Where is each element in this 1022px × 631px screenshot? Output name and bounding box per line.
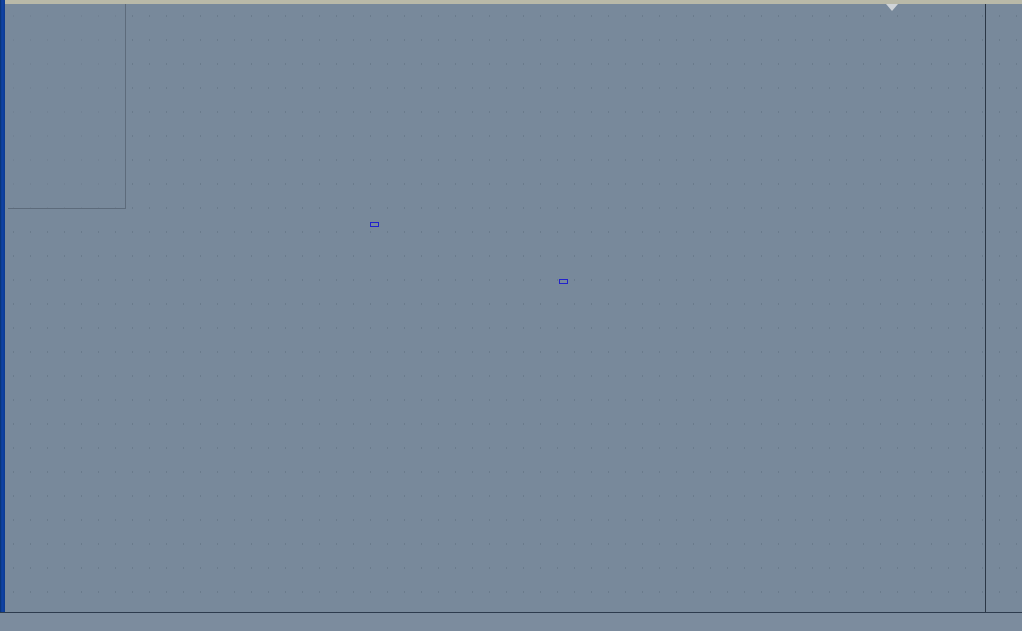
- stop-price-label[interactable]: [559, 279, 568, 284]
- window-left-border: [0, 0, 5, 631]
- info-panel-header: [8, 6, 125, 32]
- chart-plot-area[interactable]: [5, 4, 1022, 612]
- time-axis[interactable]: [5, 612, 1022, 631]
- chart-canvas: [5, 4, 1022, 612]
- price-axis[interactable]: [985, 4, 1022, 612]
- time-axis-strip: [0, 612, 1022, 631]
- symbol-info-panel: [8, 4, 126, 209]
- entry-price-label[interactable]: [370, 222, 379, 227]
- window-top-border: [0, 0, 1022, 4]
- chart-top-marker-icon: [886, 4, 898, 11]
